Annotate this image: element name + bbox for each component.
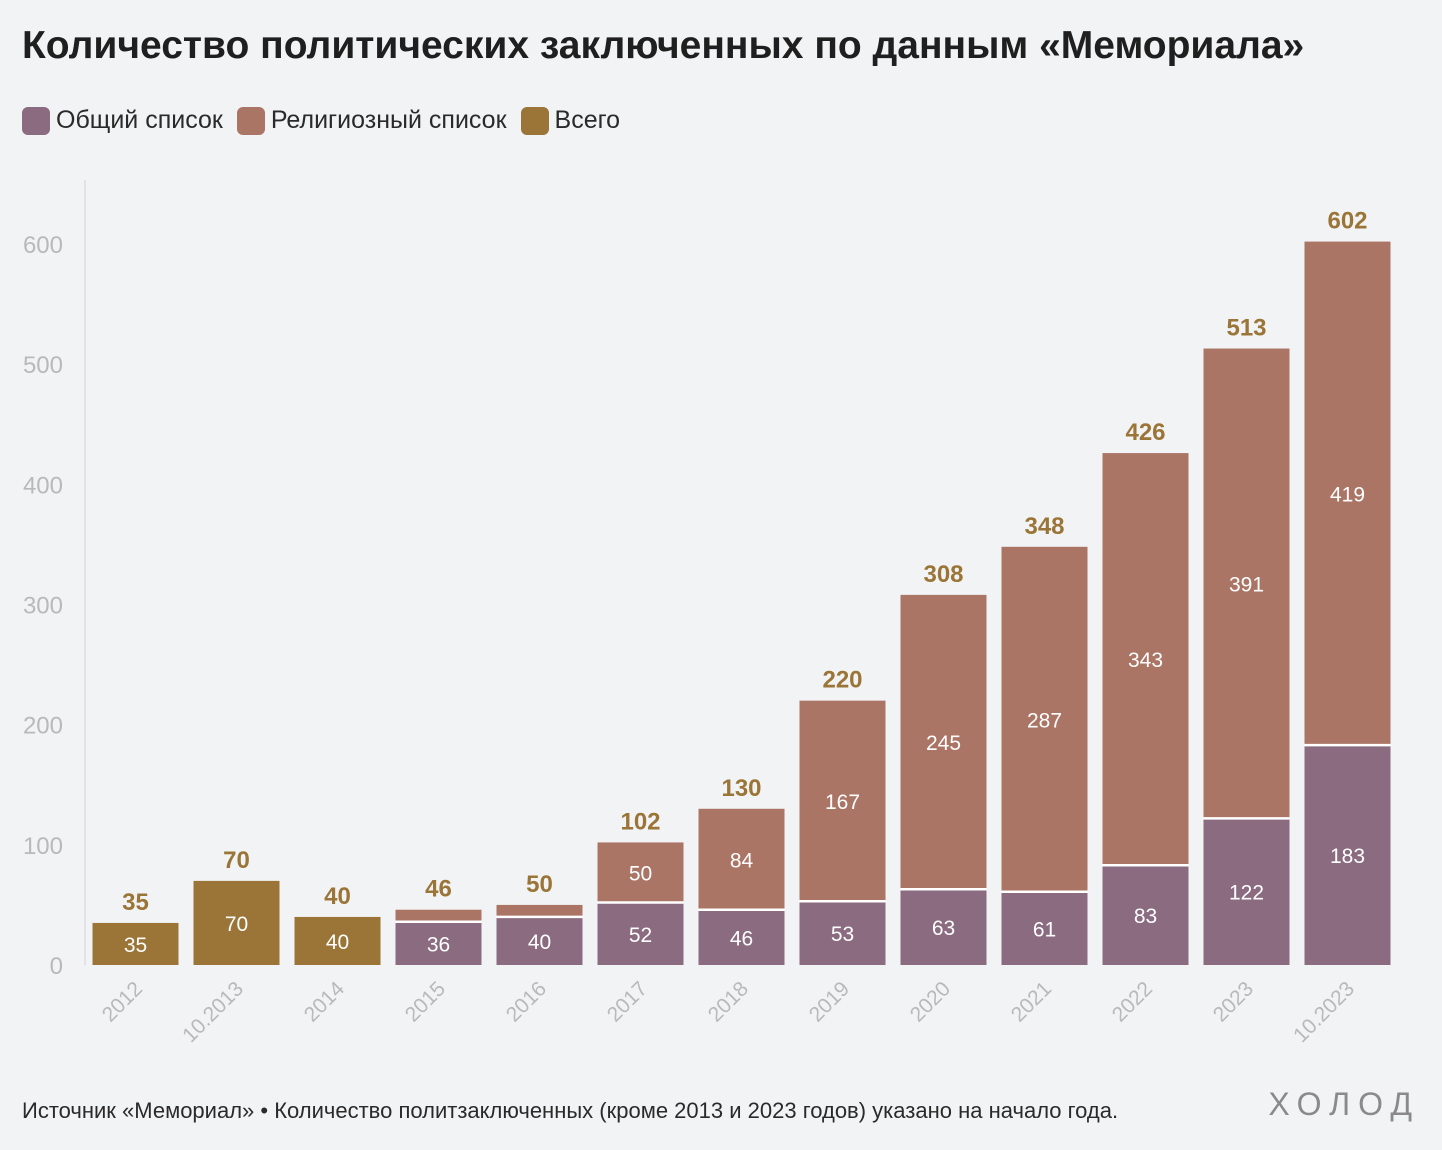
bar-value-label: 50 [629, 862, 652, 885]
bar-value-label: 287 [1027, 709, 1062, 732]
x-tick-label: 2016 [502, 977, 551, 1026]
legend-item-general[interactable]: Общий список [22, 106, 223, 135]
legend-item-religious[interactable]: Религиозный список [236, 106, 507, 135]
legend-label-total: Всего [554, 106, 621, 134]
x-tick-label: 2021 [1007, 977, 1056, 1026]
bar-value-label: 40 [326, 931, 349, 954]
x-tick-label: 2023 [1209, 977, 1258, 1026]
bar-total-label: 40 [324, 883, 351, 910]
y-tick-label: 100 [23, 833, 63, 860]
bar-value-label: 343 [1128, 649, 1163, 672]
bar-religious [496, 904, 583, 917]
bar-religious [698, 808, 785, 910]
bar-total-label: 35 [122, 889, 149, 916]
bar-religious [1304, 241, 1391, 746]
bar-value-label: 122 [1229, 882, 1264, 905]
bar-total-label: 130 [721, 775, 761, 802]
x-tick-label: 10.2013 [178, 977, 248, 1047]
x-tick-label: 2022 [1108, 977, 1157, 1026]
x-tick-label: 10.2023 [1289, 977, 1359, 1047]
bar-total-label: 220 [822, 667, 862, 694]
bar-general [1102, 865, 1189, 965]
bar-total-label: 70 [223, 847, 250, 874]
bar-total-label: 513 [1226, 315, 1266, 342]
bar-general [900, 889, 987, 965]
brand-logo: ХОЛОД [1268, 1086, 1420, 1122]
bar-total-label: 426 [1125, 419, 1165, 446]
y-tick-label: 500 [23, 352, 63, 379]
bar-value-label: 70 [225, 913, 248, 936]
legend-label-religious: Религиозный список [270, 106, 507, 134]
bar-value-label: 63 [932, 917, 955, 940]
bar-religious [597, 842, 684, 903]
bar-value-label: 391 [1229, 573, 1264, 596]
legend-label-general: Общий список [56, 106, 223, 134]
x-tick-label: 2014 [300, 977, 350, 1027]
bar-total-label: 50 [526, 871, 553, 898]
x-tick-label: 2020 [906, 977, 955, 1026]
bar-value-label: 419 [1330, 483, 1365, 506]
bar-religious [900, 594, 987, 890]
bar-value-label: 245 [926, 732, 961, 755]
bar-religious [799, 700, 886, 902]
bar-value-label: 84 [730, 849, 754, 872]
bar-total-label: 46 [425, 876, 452, 903]
bar-total-label: 308 [923, 561, 963, 588]
bar-value-label: 40 [528, 931, 551, 954]
x-tick-label: 2018 [704, 977, 753, 1026]
bar-total [193, 880, 280, 965]
bar-value-label: 52 [629, 924, 652, 947]
bar-value-label: 61 [1033, 918, 1056, 941]
legend-item-total[interactable]: Всего [520, 106, 621, 135]
bar-general [1001, 891, 1088, 965]
bar-total-label: 102 [620, 808, 660, 835]
bar-general [395, 921, 482, 965]
y-tick-label: 400 [23, 472, 63, 499]
y-tick-label: 200 [23, 713, 63, 740]
x-tick-label: 2015 [401, 977, 450, 1026]
chart-footer-source: Источник «Мемориал» • Количество политза… [22, 1098, 1119, 1123]
bar-value-label: 183 [1330, 845, 1365, 868]
bar-chart: 0 100 200 300 400 500 600 35 35 2012 70 70 10.2013 40… [23, 180, 1391, 1047]
chart-title: Количество политических заключенных по д… [22, 24, 1305, 67]
y-tick-label: 300 [23, 592, 63, 619]
x-tick-label: 2019 [805, 977, 854, 1026]
legend-swatch-religious [236, 106, 265, 135]
bar-value-label: 36 [427, 933, 450, 956]
bar-general [698, 909, 785, 965]
bar-total-label: 348 [1024, 513, 1064, 540]
bar-religious [1203, 348, 1290, 819]
bar-general [799, 901, 886, 965]
x-tick-label: 2017 [603, 977, 652, 1026]
y-tick-label: 0 [50, 953, 63, 980]
y-tick-label: 600 [23, 232, 63, 259]
chart-legend: Общий список Религиозный список Всего [22, 106, 620, 135]
bar-general [597, 902, 684, 965]
bar-general [1203, 818, 1290, 965]
bar-religious [395, 909, 482, 922]
bar-general [496, 916, 583, 965]
bar-value-label: 35 [124, 934, 147, 957]
bar-value-label: 167 [825, 791, 860, 814]
x-tick-label: 2012 [98, 977, 147, 1026]
bar-total [92, 922, 179, 965]
legend-swatch-general [22, 106, 50, 135]
bar-value-label: 46 [730, 927, 753, 950]
bar-religious [1102, 453, 1189, 866]
bar-value-label: 83 [1134, 905, 1157, 928]
bar-value-label: 53 [831, 923, 854, 946]
bar-general [1304, 745, 1391, 965]
legend-swatch-total [520, 106, 549, 135]
bar-total [294, 916, 381, 965]
bar-total-label: 602 [1327, 208, 1367, 235]
bar-religious [1001, 546, 1088, 892]
